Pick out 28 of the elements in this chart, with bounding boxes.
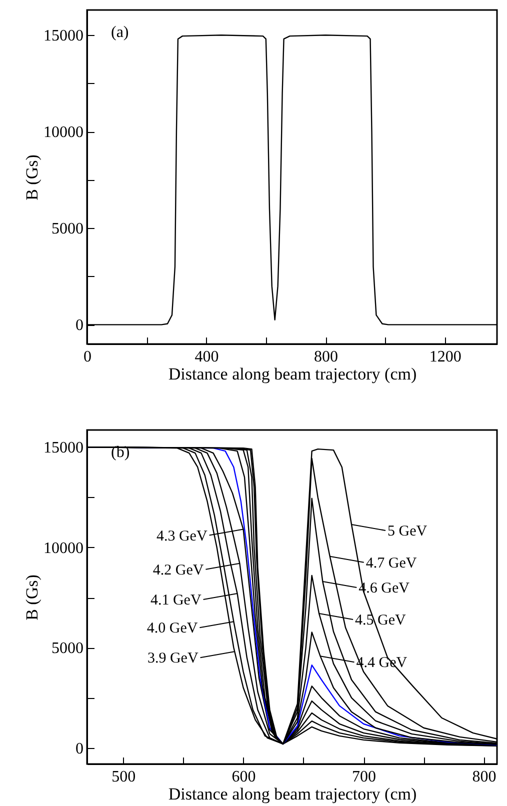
y-axis-title: B (Gs) — [22, 574, 42, 620]
y-tick-label: 0 — [76, 740, 84, 758]
x-tick-label: 600 — [232, 768, 256, 786]
x-axis-title: Distance along beam trajectory (cm) — [168, 784, 417, 804]
y-tick-label: 0 — [76, 317, 84, 334]
annotation: 4.2 GeV — [152, 562, 204, 578]
y-axis-title: B (Gs) — [22, 154, 42, 200]
x-tick-label: 400 — [194, 348, 219, 366]
x-tick-label: 800 — [314, 348, 338, 366]
y-tick-label: 10000 — [44, 124, 84, 142]
x-tick-label: 1200 — [429, 348, 462, 366]
y-tick-label: 5000 — [52, 220, 84, 238]
y-tick-label: 15000 — [44, 28, 84, 45]
annotation: 4.5 GeV — [355, 612, 406, 629]
x-tick-label: 700 — [352, 768, 376, 786]
annotation: 4.0 GeV — [146, 620, 198, 637]
x-tick-label: 800 — [472, 768, 496, 786]
annotation: 4.7 GeV — [366, 555, 417, 572]
annotation: 5 GeV — [388, 523, 428, 540]
y-tick-label: 5000 — [52, 640, 84, 658]
annotation: 3.9 GeV — [147, 650, 198, 667]
y-tick-label: 15000 — [44, 440, 84, 457]
annotation: (a) — [111, 24, 129, 41]
y-tick-label: 10000 — [44, 540, 84, 557]
x-axis-title: Distance along beam trajectory (cm) — [168, 364, 417, 384]
annotation: 4.1 GeV — [150, 592, 202, 608]
x-tick-label: 500 — [112, 768, 136, 786]
annotation: 4.3 GeV — [156, 528, 208, 544]
